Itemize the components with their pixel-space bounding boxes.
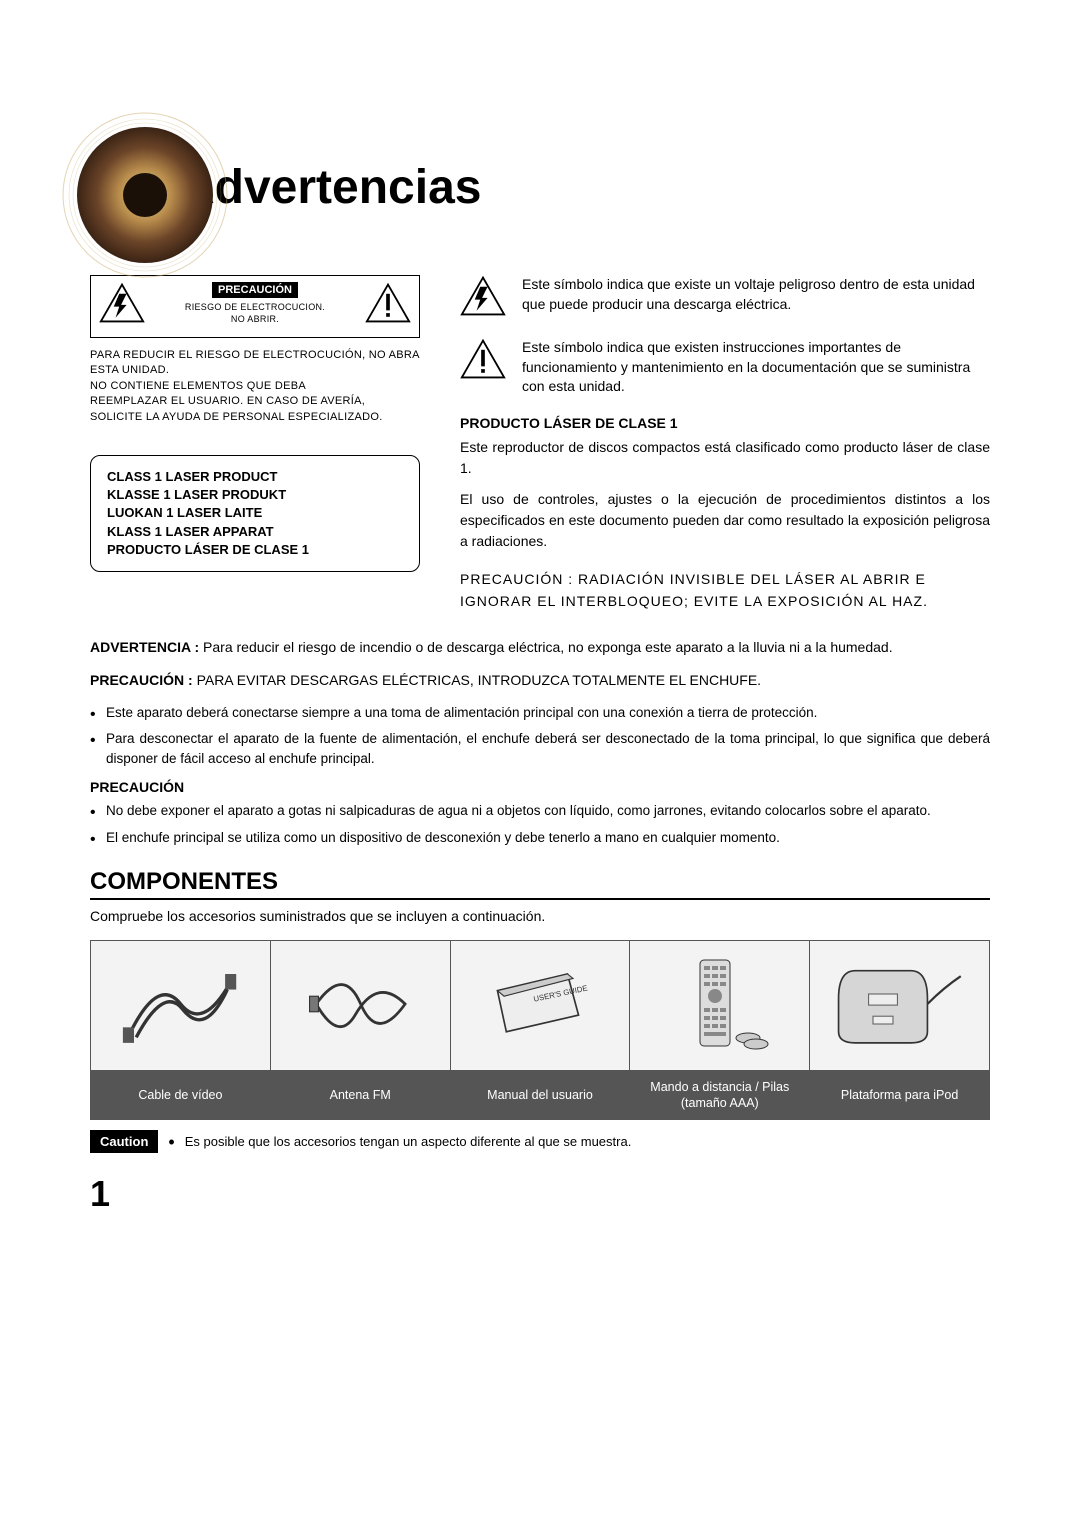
component-cell bbox=[810, 940, 990, 1070]
component-label: Manual del usuario bbox=[450, 1070, 630, 1120]
caution-note-text: Es posible que los accesorios tengan un … bbox=[185, 1134, 632, 1149]
components-intro: Compruebe los accesorios suministrados q… bbox=[90, 908, 990, 924]
bullets-1: Este aparato deberá conectarse siempre a… bbox=[90, 703, 990, 770]
bullet-icon: • bbox=[168, 1133, 174, 1151]
component-cell bbox=[91, 940, 271, 1070]
ipod-dock-icon bbox=[833, 1041, 966, 1057]
bullet-item: Este aparato deberá conectarse siempre a… bbox=[90, 703, 990, 723]
lc-l1: CLASS 1 LASER PRODUCT bbox=[107, 468, 403, 486]
remote-batteries-icon bbox=[660, 1041, 780, 1057]
caution-note: Caution • Es posible que los accesorios … bbox=[90, 1130, 990, 1153]
bc-l2: NO CONTIENE ELEMENTOS QUE DEBA bbox=[90, 379, 420, 394]
lc-l2: KLASSE 1 LASER PRODUKT bbox=[107, 486, 403, 504]
bullets-2: No debe exponer el aparato a gotas ni sa… bbox=[90, 801, 990, 848]
precaucion-heading: PRECAUCIÓN bbox=[90, 779, 990, 795]
laser-p2: El uso de controles, ajustes o la ejecuc… bbox=[460, 489, 990, 552]
bullet-item: No debe exponer el aparato a gotas ni sa… bbox=[90, 801, 990, 821]
bullet-item: El enchufe principal se utiliza como un … bbox=[90, 828, 990, 848]
bc-l1: PARA REDUCIR EL RIESGO DE ELECTROCUCIÓN,… bbox=[90, 348, 420, 379]
caution-header: PRECAUCIÓN bbox=[212, 282, 298, 298]
exclamation-triangle-icon bbox=[460, 338, 506, 397]
below-caution-text: PARA REDUCIR EL RIESGO DE ELECTROCUCIÓN,… bbox=[90, 348, 420, 425]
fm-antenna-icon bbox=[294, 1041, 427, 1057]
lc-l4: KLASS 1 LASER APPARAT bbox=[107, 523, 403, 541]
component-cell bbox=[630, 940, 810, 1070]
lc-l3: LUOKAN 1 LASER LAITE bbox=[107, 504, 403, 522]
component-label: Plataforma para iPod bbox=[810, 1070, 990, 1120]
page-title: Advertencias bbox=[180, 160, 990, 215]
lc-l5: PRODUCTO LÁSER DE CLASE 1 bbox=[107, 541, 403, 559]
shock-triangle-icon bbox=[99, 282, 145, 327]
caution-note-label: Caution bbox=[90, 1130, 158, 1153]
precaucion-enchufe-label: PRECAUCIÓN : bbox=[90, 672, 193, 688]
precaucion-enchufe-text: PARA EVITAR DESCARGAS ELÉCTRICAS, INTROD… bbox=[197, 672, 762, 688]
component-label: Mando a distancia / Pilas (tamaño AAA) bbox=[630, 1070, 810, 1120]
exclamation-triangle-icon bbox=[365, 282, 411, 327]
laser-p1: Este reproductor de discos compactos est… bbox=[460, 437, 990, 479]
bc-l3: REEMPLAZAR EL USUARIO. EN CASO DE AVERÍA… bbox=[90, 394, 420, 425]
page-number: 1 bbox=[90, 1173, 990, 1215]
advertencia-text: Para reducir el riesgo de incendio o de … bbox=[203, 639, 893, 655]
bullet-item: Para desconectar el aparato de la fuente… bbox=[90, 729, 990, 770]
component-label: Cable de vídeo bbox=[91, 1070, 271, 1120]
advertencia-label: ADVERTENCIA : bbox=[90, 639, 199, 655]
laser-heading: PRODUCTO LÁSER DE CLASE 1 bbox=[460, 415, 990, 431]
advertencia-line: ADVERTENCIA : Para reducir el riesgo de … bbox=[90, 637, 990, 658]
precaucion-enchufe-line: PRECAUCIÓN : PARA EVITAR DESCARGAS ELÉCT… bbox=[90, 670, 990, 691]
components-title: COMPONENTES bbox=[90, 868, 990, 900]
component-cell bbox=[270, 940, 450, 1070]
video-cable-icon bbox=[114, 1041, 247, 1057]
laser-precaution: PRECAUCIÓN : RADIACIÓN INVISIBLE DEL LÁS… bbox=[460, 568, 990, 613]
symbol-voltage-text: Este símbolo indica que existe un voltaj… bbox=[522, 275, 990, 320]
symbol-instructions-text: Este símbolo indica que existen instrucc… bbox=[522, 338, 990, 397]
caution-box: PRECAUCIÓN RIESGO DE ELECTROCUCION. NO A… bbox=[90, 275, 420, 338]
caution-line2: NO ABRIR. bbox=[153, 314, 357, 326]
component-cell: USER'S GUIDE bbox=[450, 940, 630, 1070]
speaker-graphic bbox=[60, 110, 230, 280]
laser-class-box: CLASS 1 LASER PRODUCT KLASSE 1 LASER PRO… bbox=[90, 455, 420, 572]
caution-line1: RIESGO DE ELECTROCUCION. bbox=[153, 302, 357, 314]
components-table: USER'S GUIDE bbox=[90, 940, 990, 1121]
component-label: Antena FM bbox=[270, 1070, 450, 1120]
shock-triangle-icon bbox=[460, 275, 506, 320]
user-manual-icon: USER'S GUIDE bbox=[473, 1041, 606, 1057]
